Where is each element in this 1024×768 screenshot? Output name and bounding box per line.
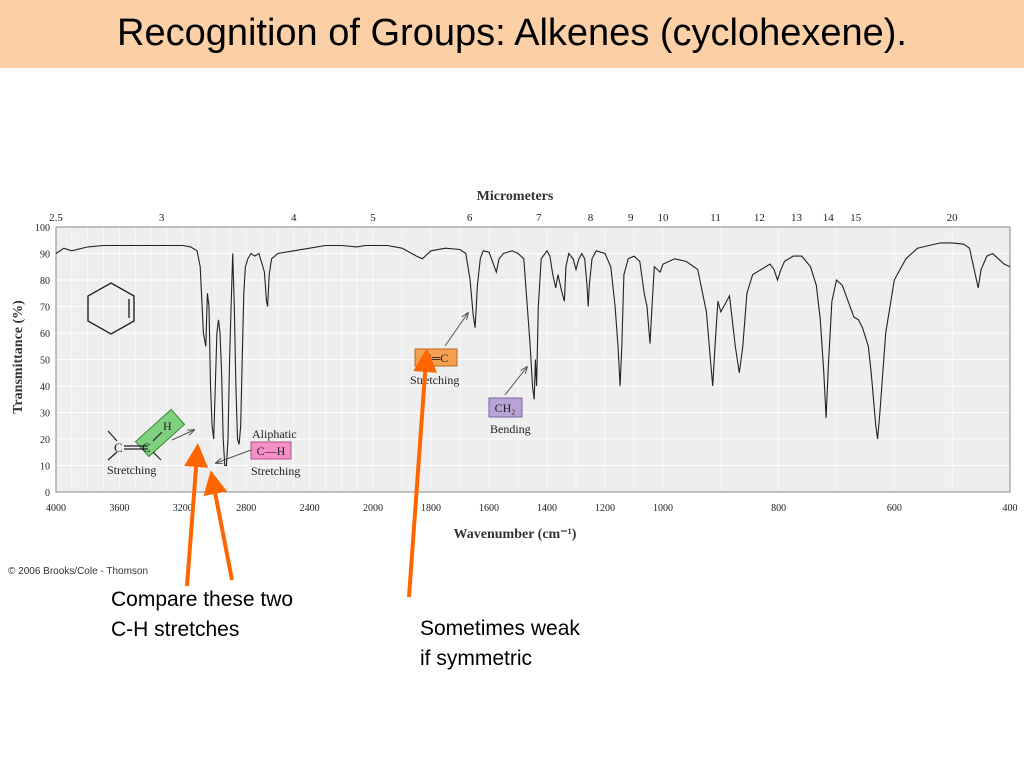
- cyclohexene-structure: [87, 282, 135, 335]
- x-tick-label: 1800: [421, 503, 441, 514]
- vinyl-atom-h: H: [163, 419, 172, 433]
- x2-tick-label: 20: [947, 212, 959, 224]
- x-tick-label: 3600: [109, 503, 129, 514]
- y-tick-label: 50: [40, 356, 50, 367]
- orange-callout-arrows: [184, 348, 438, 598]
- x-tick-label: 1400: [537, 503, 557, 514]
- x2-tick-label: 10: [658, 212, 670, 224]
- x2-tick-label: 11: [710, 212, 721, 224]
- copyright-notice: © 2006 Brooks/Cole - Thomson: [8, 566, 149, 577]
- x-tick-label: 2400: [300, 503, 320, 514]
- aliphatic-ch-box-label: C—H: [257, 444, 286, 458]
- x-tick-label: 3200: [173, 503, 193, 514]
- y-tick-label: 90: [40, 250, 50, 261]
- x-tick-label: 1000: [653, 503, 673, 514]
- aliphatic-ch-annotation: Aliphatic C—H Stretching: [216, 427, 300, 478]
- x2-tick-label: 14: [823, 212, 835, 224]
- aliphatic-stretching-label: Stretching: [251, 464, 300, 478]
- x-tick-label: 800: [771, 503, 786, 514]
- x-tick-label: 600: [887, 503, 902, 514]
- compare-arrow-aliphatic: [203, 470, 234, 581]
- x-tick-label: 4000: [46, 503, 66, 514]
- x2-tick-label: 3: [159, 212, 165, 224]
- vinyl-atom-c1: C: [114, 440, 123, 455]
- y-tick-label: 10: [40, 462, 50, 473]
- y-tick-label: 0: [45, 488, 50, 499]
- x-tick-label: 1200: [595, 503, 615, 514]
- ch2-box-label: CH₂: [495, 401, 516, 415]
- x2-tick-label: 13: [791, 212, 803, 224]
- title-bar: [0, 0, 1024, 68]
- plot-frame: [55, 226, 1011, 493]
- x2-tick-label: 2.5: [49, 212, 63, 224]
- y-axis-label: Transmittance (%): [11, 300, 26, 414]
- y-tick-label: 30: [40, 409, 50, 420]
- compare-arrow-vinyl: [184, 443, 209, 587]
- x2-tick-label: 15: [850, 212, 862, 224]
- x2-tick-label: 4: [291, 212, 297, 224]
- y-tick-label: 80: [40, 276, 50, 287]
- x2-tick-label: 6: [467, 212, 473, 224]
- spectrum-trace: [55, 242, 1011, 467]
- weak-annotation: Sometimes weak if symmetric: [420, 614, 580, 674]
- x-tick-label: 2800: [236, 503, 256, 514]
- slide-title: Recognition of Groups: Alkenes (cyclohex…: [117, 12, 907, 54]
- vinyl-stretching-label: Stretching: [107, 463, 156, 477]
- compare-annotation-line2: C-H stretches: [111, 618, 240, 641]
- x-tick-label: 400: [1003, 503, 1018, 514]
- ch2-annotation: CH₂ Bending: [488, 367, 531, 436]
- ch2-bending-label: Bending: [490, 422, 531, 436]
- y-tick-label: 100: [35, 223, 50, 234]
- x2-tick-label: 12: [754, 212, 765, 224]
- weak-annotation-line2: if symmetric: [420, 647, 532, 670]
- x2-tick-label: 8: [588, 212, 594, 224]
- y-tick-label: 20: [40, 435, 50, 446]
- x-tick-label: 1600: [479, 503, 499, 514]
- weak-arrow-c-eq-c: [407, 348, 438, 598]
- x-tick-label: 2000: [363, 503, 383, 514]
- x2-tick-label: 5: [370, 212, 376, 224]
- vinyl-atom-c2: C: [142, 440, 151, 455]
- x2-tick-label: 9: [628, 212, 634, 224]
- top-axis-label: Micrometers: [477, 189, 554, 204]
- c-eq-c-stretching-label: Stretching: [410, 373, 459, 387]
- y-tick-label: 60: [40, 329, 50, 340]
- weak-annotation-line1: Sometimes weak: [420, 617, 580, 640]
- x2-tick-label: 7: [536, 212, 542, 224]
- x-axis-label: Wavenumber (cm⁻¹): [454, 527, 577, 542]
- y-tick-label: 40: [40, 382, 50, 393]
- compare-annotation-line1: Compare these two: [111, 588, 294, 611]
- y-tick-label: 70: [40, 303, 50, 314]
- compare-annotation: Compare these two C-H stretches: [111, 585, 293, 645]
- vinyl-ch-annotation: C C H Stretching: [107, 408, 194, 477]
- aliphatic-label: Aliphatic: [252, 427, 297, 441]
